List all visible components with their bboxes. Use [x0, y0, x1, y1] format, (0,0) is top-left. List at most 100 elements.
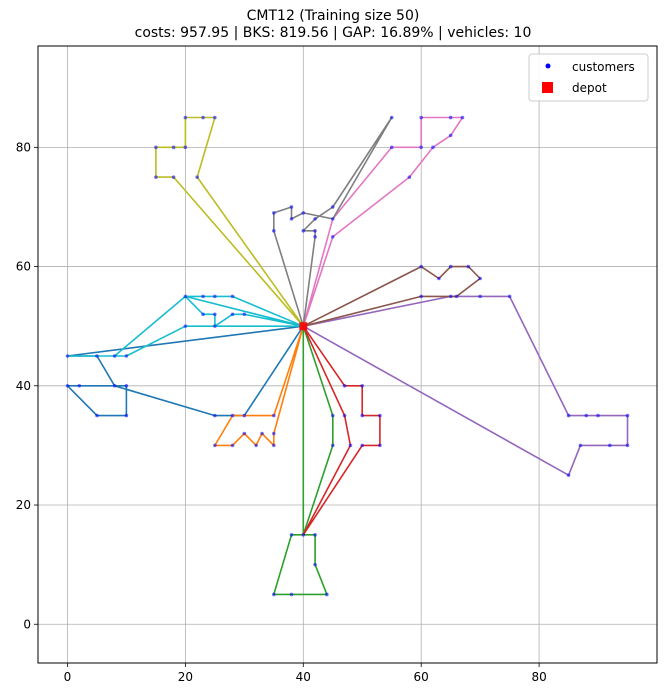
- customer-point: [112, 354, 117, 358]
- customer-point: [330, 413, 335, 418]
- customer-point: [201, 312, 205, 317]
- legend-box: [528, 53, 649, 102]
- route-7: [302, 116, 464, 327]
- customer-point: [478, 276, 482, 281]
- customer-point: [325, 592, 329, 597]
- route-9: [155, 116, 304, 327]
- route-8: [272, 116, 393, 327]
- customer-point: [254, 443, 258, 448]
- customer-point: [360, 413, 365, 418]
- customer-point: [330, 234, 335, 239]
- customer-point: [272, 413, 276, 418]
- customer-point: [301, 229, 306, 233]
- customer-point: [330, 217, 335, 221]
- customer-point: [183, 145, 188, 150]
- customer-point: [65, 354, 70, 358]
- customer-point: [154, 175, 158, 179]
- customer-point: [183, 294, 188, 299]
- customer-point: [460, 115, 465, 120]
- customer-point: [242, 413, 247, 418]
- customer-point: [360, 383, 365, 388]
- customer-point: [201, 294, 205, 299]
- customer-point: [183, 324, 188, 328]
- customer-point: [625, 443, 630, 448]
- customer-point: [272, 211, 276, 215]
- x-tick-label: 20: [178, 670, 193, 684]
- customer-point: [95, 354, 99, 358]
- customer-point: [342, 413, 347, 418]
- customer-point: [584, 413, 589, 418]
- customer-point: [183, 115, 188, 120]
- x-tick-label: 80: [531, 670, 546, 684]
- customer-point: [596, 413, 600, 418]
- customer-point: [566, 473, 571, 478]
- customer-point: [360, 443, 365, 448]
- customer-point: [289, 217, 294, 221]
- customer-point: [313, 234, 317, 239]
- customer-point: [171, 175, 176, 179]
- customer-point: [213, 115, 217, 120]
- customer-point: [342, 383, 347, 388]
- customer-point: [195, 175, 199, 179]
- customer-point: [348, 443, 353, 448]
- customer-point: [154, 145, 158, 150]
- customer-point: [330, 205, 335, 209]
- customer-point: [448, 133, 453, 138]
- customer-point: [431, 145, 435, 150]
- customer-point: [213, 443, 217, 448]
- customer-point: [65, 383, 70, 388]
- customer-points: [65, 115, 630, 597]
- legend-customers-label: customers: [572, 60, 635, 74]
- y-tick-label: 20: [16, 498, 31, 512]
- customer-point: [124, 413, 129, 418]
- customer-point: [272, 443, 276, 448]
- y-tick-label: 80: [16, 140, 31, 154]
- customer-point: [301, 211, 306, 215]
- customer-point: [378, 443, 382, 448]
- legend: customers depot: [528, 53, 649, 102]
- customer-point: [301, 533, 306, 537]
- customer-point: [201, 115, 205, 120]
- customer-point: [213, 413, 217, 418]
- customer-point: [272, 229, 276, 233]
- customer-point: [389, 145, 394, 150]
- customer-point: [213, 324, 217, 328]
- legend-customers-marker: [545, 63, 551, 69]
- customer-point: [230, 312, 235, 317]
- y-tick-label: 60: [16, 260, 31, 274]
- depot-point: [299, 322, 308, 331]
- customer-point: [507, 294, 512, 299]
- customer-point: [260, 431, 264, 436]
- customer-point: [242, 431, 247, 436]
- customer-point: [272, 592, 276, 597]
- route-3: [272, 325, 334, 596]
- route-4: [302, 325, 381, 536]
- customer-point: [313, 229, 317, 233]
- x-tick-label: 0: [64, 670, 72, 684]
- customer-point: [448, 115, 453, 120]
- customer-point: [213, 294, 217, 299]
- customer-point: [448, 264, 453, 269]
- chart-title: CMT12 (Training size 50): [247, 8, 420, 24]
- customer-point: [289, 592, 294, 597]
- y-axis: 0 20 40 60 80: [16, 140, 38, 631]
- x-tick-label: 60: [414, 670, 429, 684]
- plot-frame: [37, 45, 658, 664]
- legend-depot-label: depot: [572, 81, 607, 95]
- customer-point: [124, 383, 129, 388]
- customer-point: [419, 145, 423, 150]
- chart-subtitle: costs: 957.95 | BKS: 819.56 | GAP: 16.89…: [135, 25, 532, 41]
- route-6: [302, 265, 481, 327]
- customer-point: [437, 276, 441, 281]
- customer-point: [330, 443, 335, 448]
- customer-point: [466, 264, 471, 269]
- routes: [66, 116, 629, 596]
- customer-point: [112, 383, 117, 388]
- customer-point: [566, 413, 571, 418]
- customer-point: [313, 217, 317, 221]
- customer-point: [578, 443, 583, 448]
- customer-point: [230, 413, 235, 418]
- y-tick-label: 0: [23, 617, 31, 631]
- customer-point: [272, 431, 276, 436]
